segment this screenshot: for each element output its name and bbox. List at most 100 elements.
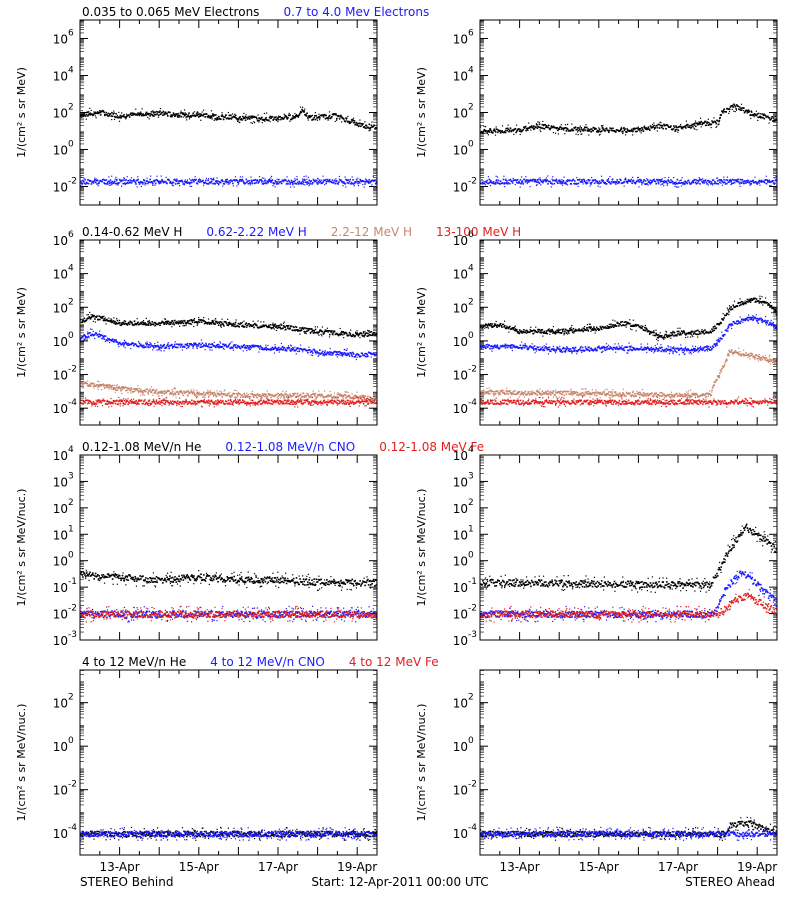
data-point bbox=[147, 402, 149, 405]
data-point bbox=[307, 394, 310, 397]
data-point bbox=[261, 181, 263, 183]
data-point bbox=[141, 392, 143, 394]
data-point bbox=[348, 123, 350, 125]
data-point bbox=[188, 319, 191, 322]
data-point bbox=[85, 118, 87, 120]
data-point bbox=[755, 114, 758, 117]
data-point bbox=[109, 113, 112, 115]
data-point bbox=[171, 347, 174, 349]
data-point bbox=[374, 179, 376, 181]
data-point bbox=[184, 112, 186, 114]
data-point bbox=[589, 182, 592, 184]
data-point bbox=[635, 181, 638, 183]
data-point bbox=[656, 124, 658, 127]
data-point bbox=[113, 322, 115, 324]
data-point bbox=[767, 115, 769, 118]
data-point bbox=[706, 183, 708, 185]
data-point bbox=[636, 177, 639, 179]
data-point bbox=[239, 396, 242, 399]
data-point bbox=[275, 329, 278, 332]
data-point bbox=[632, 179, 635, 182]
data-point bbox=[234, 116, 236, 119]
data-point bbox=[234, 176, 237, 178]
data-point bbox=[210, 182, 212, 184]
data-point bbox=[347, 391, 349, 393]
data-point bbox=[189, 322, 192, 325]
data-point bbox=[353, 185, 355, 187]
data-point bbox=[101, 317, 103, 320]
data-point bbox=[351, 176, 353, 178]
data-point bbox=[147, 116, 149, 119]
data-point bbox=[217, 399, 219, 402]
data-point bbox=[309, 331, 312, 334]
data-point bbox=[154, 342, 156, 345]
data-point bbox=[106, 386, 109, 389]
data-point bbox=[232, 113, 234, 115]
data-point bbox=[81, 387, 83, 389]
y-tick-exponent: 2 bbox=[468, 103, 474, 113]
data-point bbox=[265, 324, 267, 327]
data-point bbox=[774, 119, 777, 122]
data-point bbox=[710, 181, 713, 183]
data-point bbox=[360, 180, 363, 183]
data-point bbox=[198, 391, 200, 394]
plot-frame bbox=[479, 19, 778, 206]
data-point bbox=[157, 111, 159, 113]
data-point bbox=[595, 128, 597, 130]
data-point bbox=[691, 181, 693, 183]
data-point bbox=[652, 126, 655, 128]
data-point bbox=[107, 183, 109, 185]
data-point bbox=[258, 121, 260, 123]
data-point bbox=[256, 393, 259, 395]
data-point bbox=[731, 182, 733, 185]
data-point bbox=[319, 329, 322, 331]
data-point bbox=[150, 113, 152, 116]
data-point bbox=[318, 354, 320, 356]
data-point bbox=[101, 110, 103, 113]
data-point bbox=[143, 323, 145, 325]
data-point bbox=[139, 113, 141, 116]
data-point bbox=[253, 326, 255, 329]
data-point bbox=[306, 349, 308, 352]
data-point bbox=[642, 130, 645, 132]
data-point bbox=[637, 126, 639, 128]
data-point bbox=[641, 126, 643, 129]
data-point bbox=[350, 334, 352, 337]
data-point bbox=[364, 127, 366, 129]
data-point bbox=[180, 405, 182, 408]
data-point bbox=[117, 403, 120, 406]
data-point bbox=[282, 322, 285, 325]
data-point bbox=[115, 176, 117, 178]
data-point bbox=[693, 127, 695, 129]
data-point bbox=[159, 180, 161, 183]
data-point bbox=[238, 121, 240, 123]
data-point bbox=[342, 334, 344, 336]
data-point bbox=[277, 325, 279, 327]
data-point bbox=[257, 320, 259, 322]
data-point bbox=[512, 177, 514, 179]
data-point bbox=[348, 395, 351, 397]
data-point bbox=[573, 183, 575, 185]
data-point bbox=[321, 181, 324, 184]
data-point bbox=[210, 323, 213, 325]
data-point bbox=[314, 112, 316, 114]
data-point bbox=[586, 126, 588, 129]
y-tick-exponent: 6 bbox=[468, 29, 474, 39]
data-point bbox=[110, 398, 112, 400]
data-point bbox=[129, 320, 132, 323]
data-point bbox=[89, 311, 91, 314]
data-point bbox=[129, 179, 131, 181]
data-point bbox=[539, 178, 541, 181]
data-point bbox=[217, 183, 220, 185]
data-point bbox=[273, 118, 275, 120]
data-point bbox=[122, 182, 125, 185]
data-point bbox=[368, 123, 371, 126]
data-point bbox=[181, 344, 183, 346]
data-point bbox=[176, 179, 178, 182]
data-point bbox=[211, 114, 214, 117]
data-point bbox=[176, 391, 179, 393]
data-point bbox=[205, 177, 208, 179]
data-point bbox=[128, 179, 130, 182]
data-point bbox=[366, 402, 368, 404]
data-point bbox=[336, 182, 338, 184]
